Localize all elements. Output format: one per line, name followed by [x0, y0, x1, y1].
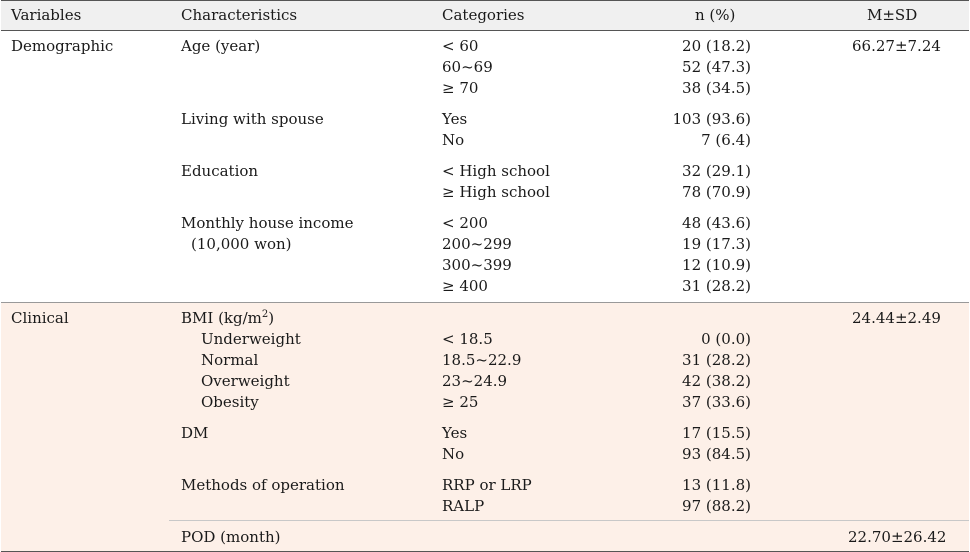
- category-item: 23~24.9: [442, 372, 508, 390]
- bmi-msd: 24.44±2.49: [852, 309, 941, 327]
- count-item: 31 (28.2): [682, 351, 751, 369]
- operation-counts: 13 (11.8) 97 (88.2): [561, 475, 751, 517]
- count-item: 48 (43.6): [682, 214, 751, 232]
- header-variables: Variables: [11, 6, 82, 24]
- count-item: 78 (70.9): [682, 183, 751, 201]
- count-item: 13 (11.8): [682, 476, 751, 494]
- bmi-sub-item: Normal: [201, 351, 259, 369]
- income-label: Monthly house income: [181, 214, 354, 232]
- income-counts: 48 (43.6) 19 (17.3) 12 (10.9) 31 (28.2): [561, 213, 751, 297]
- age-counts: 20 (18.2) 52 (47.3) 38 (34.5): [561, 36, 751, 99]
- dm-categories: Yes No: [442, 423, 467, 465]
- category-item: 300~399: [442, 256, 512, 274]
- category-item: 60~69: [442, 58, 493, 76]
- count-item: 19 (17.3): [682, 235, 751, 253]
- char-monthly-house-income: Monthly house income (10,000 won): [181, 213, 353, 255]
- header-characteristics: Characteristics: [181, 6, 298, 24]
- income-categories: < 200 200~299 300~399 ≥ 400: [442, 213, 512, 297]
- count-item: 32 (29.1): [682, 162, 751, 180]
- bmi-subcategories: Underweight Normal Overweight Obesity: [181, 329, 301, 413]
- bmi-categories: < 18.5 18.5~22.9 23~24.9 ≥ 25: [442, 329, 521, 413]
- pod-msd: 22.70±26.42: [848, 528, 947, 546]
- char-bmi: BMI (kg/m2): [181, 308, 274, 329]
- table-header-row: Variables Characteristics Categories n (…: [1, 1, 969, 31]
- header-n-pct: n (%): [695, 6, 736, 24]
- category-item: < 60: [442, 37, 479, 55]
- count-item: 37 (33.6): [682, 393, 751, 411]
- clinical-group: Clinical BMI (kg/m2) 24.44±2.49 Underwei…: [1, 303, 969, 551]
- spouse-categories: Yes No: [442, 109, 467, 151]
- category-item: ≥ 400: [442, 277, 488, 295]
- variable-demographic: Demographic: [11, 37, 114, 55]
- count-item: 17 (15.5): [682, 424, 751, 442]
- category-item: ≥ 70: [442, 79, 479, 97]
- dm-counts: 17 (15.5) 93 (84.5): [561, 423, 751, 465]
- bmi-sub-item: Overweight: [201, 372, 290, 390]
- operation-categories: RRP or LRP RALP: [442, 475, 532, 517]
- count-item: 52 (47.3): [682, 58, 751, 76]
- category-item: RRP or LRP: [442, 476, 532, 494]
- category-item: ≥ 25: [442, 393, 479, 411]
- bmi-counts: 0 (0.0) 31 (28.2) 42 (38.2) 37 (33.6): [561, 329, 751, 413]
- char-methods-of-operation: Methods of operation: [181, 476, 345, 494]
- variable-clinical: Clinical: [11, 309, 69, 327]
- count-item: 20 (18.2): [682, 37, 751, 55]
- category-item: Yes: [442, 110, 468, 128]
- category-item: No: [442, 445, 465, 463]
- count-item: 12 (10.9): [682, 256, 751, 274]
- count-item: 103 (93.6): [672, 110, 751, 128]
- count-item: 97 (88.2): [682, 497, 751, 515]
- count-item: 93 (84.5): [682, 445, 751, 463]
- char-education: Education: [181, 162, 259, 180]
- char-living-with-spouse: Living with spouse: [181, 110, 324, 128]
- char-age: Age (year): [181, 37, 261, 55]
- count-item: 42 (38.2): [682, 372, 751, 390]
- education-counts: 32 (29.1) 78 (70.9): [561, 161, 751, 203]
- spouse-counts: 103 (93.6) 7 (6.4): [561, 109, 751, 151]
- header-msd: M±SD: [867, 6, 918, 24]
- pod-separator: [169, 520, 969, 521]
- count-item: 0 (0.0): [701, 330, 751, 348]
- category-item: No: [442, 131, 465, 149]
- demographic-group: Demographic Age (year) < 60 60~69 ≥ 70 2…: [1, 31, 969, 303]
- bmi-sub-item: Underweight: [201, 330, 301, 348]
- char-dm: DM: [181, 424, 209, 442]
- education-categories: < High school ≥ High school: [442, 161, 550, 203]
- income-unit-label: (10,000 won): [191, 235, 292, 253]
- count-item: 31 (28.2): [682, 277, 751, 295]
- count-item: 38 (34.5): [682, 79, 751, 97]
- category-item: RALP: [442, 497, 485, 515]
- bmi-label: BMI (kg/m: [181, 309, 262, 327]
- bmi-label-close: ): [268, 309, 275, 327]
- age-categories: < 60 60~69 ≥ 70: [442, 36, 493, 99]
- category-item: Yes: [442, 424, 468, 442]
- category-item: 200~299: [442, 235, 512, 253]
- category-item: 18.5~22.9: [442, 351, 522, 369]
- char-pod: POD (month): [181, 528, 281, 546]
- header-categories: Categories: [442, 6, 525, 24]
- category-item: < 18.5: [442, 330, 493, 348]
- category-item: < 200: [442, 214, 488, 232]
- age-msd: 66.27±7.24: [852, 37, 941, 55]
- bmi-sub-item: Obesity: [201, 393, 259, 411]
- category-item: < High school: [442, 162, 550, 180]
- count-item: 7 (6.4): [701, 131, 751, 149]
- category-item: ≥ High school: [442, 183, 550, 201]
- bmi-label-superscript: 2: [261, 309, 269, 320]
